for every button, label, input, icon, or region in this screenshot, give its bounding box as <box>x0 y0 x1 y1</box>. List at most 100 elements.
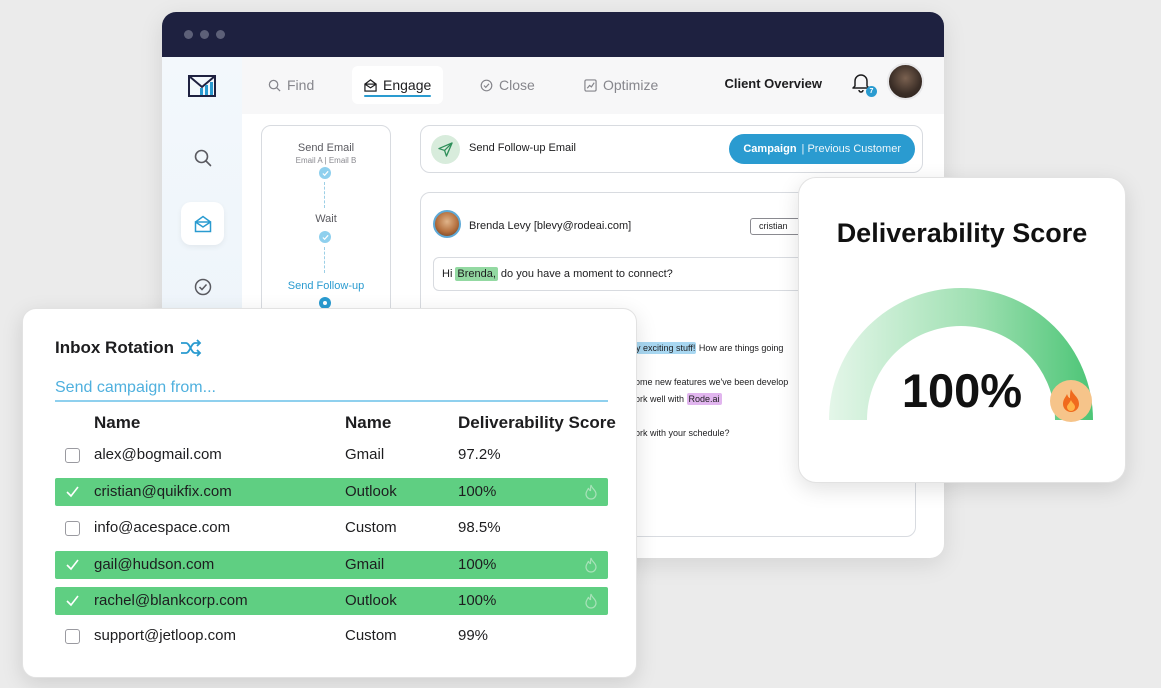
inbox-rotation-title: Inbox Rotation <box>55 338 202 358</box>
row-score: 100% <box>458 556 497 573</box>
fire-icon <box>585 484 597 500</box>
action-label: Send Follow-up Email <box>469 142 576 154</box>
subject-rest: do you have a moment to connect? <box>500 268 673 280</box>
client-overview-link[interactable]: Client Overview <box>724 76 822 91</box>
row-score: 97.2% <box>458 446 501 463</box>
step-wait[interactable]: Wait <box>315 213 337 225</box>
row-provider: Gmail <box>345 446 385 463</box>
inbox-rotation-label: Inbox Rotation <box>55 338 174 357</box>
notification-badge: 7 <box>866 86 877 97</box>
column-header-provider[interactable]: Name <box>345 413 392 432</box>
app-logo-icon[interactable] <box>188 74 216 98</box>
row-checkbox[interactable] <box>65 521 80 536</box>
body-highlight-purple[interactable]: Rode.ai <box>686 393 722 405</box>
gauge-arc <box>829 288 1093 420</box>
tab-close[interactable]: Close <box>468 66 547 104</box>
check-circle-icon <box>194 278 211 295</box>
subject-field[interactable]: Hi Brenda, do you have a moment to conne… <box>433 257 913 291</box>
campaign-value: | Previous Customer <box>801 143 901 155</box>
email-body-line: y exciting stuff! How are things going <box>635 342 783 354</box>
row-provider: Outlook <box>345 483 397 500</box>
step-complete-dot <box>319 231 331 243</box>
shuffle-icon[interactable] <box>180 339 202 357</box>
email-body-line: ork with your schedule? <box>635 428 730 438</box>
search-icon <box>268 79 281 92</box>
top-navigation: Find Engage Close Optimize Client Overvi… <box>242 57 944 114</box>
paper-plane-icon <box>438 142 453 157</box>
score-value: 100% <box>901 364 1023 417</box>
sidebar-engage-button[interactable] <box>181 202 224 245</box>
envelope-open-icon <box>194 215 211 232</box>
row-provider: Custom <box>345 627 397 644</box>
tab-optimize[interactable]: Optimize <box>572 66 670 104</box>
tab-close-label: Close <box>499 77 535 93</box>
check-icon <box>321 234 329 240</box>
send-campaign-from-input[interactable] <box>55 375 608 402</box>
fire-icon <box>585 557 597 573</box>
step-send-email[interactable]: Send Email <box>297 142 355 154</box>
subject-prefix: Hi <box>442 268 453 280</box>
window-minimize-dot[interactable] <box>200 30 209 39</box>
active-tab-underline <box>364 95 432 97</box>
body-highlight-blue[interactable]: y exciting stuff! <box>635 342 697 354</box>
table-row[interactable]: rachel@blankcorp.com Outlook 100% <box>55 587 608 615</box>
row-score: 100% <box>458 483 497 500</box>
row-checkbox[interactable] <box>65 448 80 463</box>
window-close-dot[interactable] <box>184 30 193 39</box>
step-connector <box>324 247 325 273</box>
notifications-button[interactable]: 7 <box>850 71 877 97</box>
fire-badge <box>1050 380 1092 422</box>
deliverability-score-card: Deliverability Score 100% <box>798 177 1126 483</box>
sender-name: Brenda Levy [blevy@rodeai.com] <box>469 220 632 232</box>
checkmark-icon[interactable] <box>65 593 80 608</box>
table-row[interactable]: alex@bogmail.com Gmail 97.2% <box>55 441 608 469</box>
column-header-email[interactable]: Name <box>94 413 141 432</box>
table-row[interactable]: info@acespace.com Custom 98.5% <box>55 514 608 542</box>
sidebar-search-button[interactable] <box>181 136 224 179</box>
action-header: Send Follow-up Email Campaign | Previous… <box>420 125 923 173</box>
row-email: cristian@quikfix.com <box>94 483 232 500</box>
subject-name-token[interactable]: Brenda, <box>455 267 498 281</box>
fire-icon <box>1063 389 1079 412</box>
email-body-line: ork well with Rode.ai <box>635 393 722 405</box>
table-row[interactable]: cristian@quikfix.com Outlook 100% <box>55 478 608 506</box>
campaign-label: Campaign <box>743 143 797 155</box>
fire-icon <box>585 593 597 609</box>
search-icon <box>194 149 211 166</box>
check-circle-icon <box>480 79 493 91</box>
step-send-follow-up[interactable]: Send Follow-up <box>287 280 365 292</box>
envelope-open-icon <box>364 78 377 92</box>
tab-engage[interactable]: Engage <box>352 66 444 104</box>
tab-find-label: Find <box>287 77 315 93</box>
checkmark-icon[interactable] <box>65 557 80 572</box>
table-row[interactable]: support@jetloop.com Custom 99% <box>55 622 608 650</box>
score-gauge <box>829 288 1093 420</box>
step-connector <box>324 182 325 208</box>
body-text: ork well with <box>635 394 685 404</box>
row-provider: Custom <box>345 519 397 536</box>
score-title: Deliverability Score <box>836 218 1088 248</box>
row-email: rachel@blankcorp.com <box>94 592 248 609</box>
row-provider: Gmail <box>345 556 385 573</box>
row-score: 100% <box>458 592 497 609</box>
window-maximize-dot[interactable] <box>216 30 225 39</box>
row-email: alex@bogmail.com <box>94 446 222 463</box>
column-header-score[interactable]: Deliverability Score <box>458 413 616 432</box>
campaign-button[interactable]: Campaign | Previous Customer <box>729 134 915 164</box>
user-avatar[interactable] <box>887 63 924 100</box>
table-row[interactable]: gail@hudson.com Gmail 100% <box>55 551 608 579</box>
step-current-dot <box>319 297 331 309</box>
row-checkbox[interactable] <box>65 629 80 644</box>
checkmark-icon[interactable] <box>65 484 80 499</box>
row-score: 98.5% <box>458 519 501 536</box>
step-complete-dot <box>319 167 331 179</box>
sidebar-close-button[interactable] <box>181 265 224 308</box>
row-provider: Outlook <box>345 592 397 609</box>
email-body-line: ome new features we've been develop <box>635 377 789 387</box>
chart-icon <box>584 78 597 92</box>
row-email: support@jetloop.com <box>94 627 236 644</box>
tab-optimize-label: Optimize <box>603 77 659 93</box>
window-titlebar <box>162 12 944 57</box>
tab-engage-label: Engage <box>383 77 432 93</box>
tab-find[interactable]: Find <box>256 66 326 104</box>
